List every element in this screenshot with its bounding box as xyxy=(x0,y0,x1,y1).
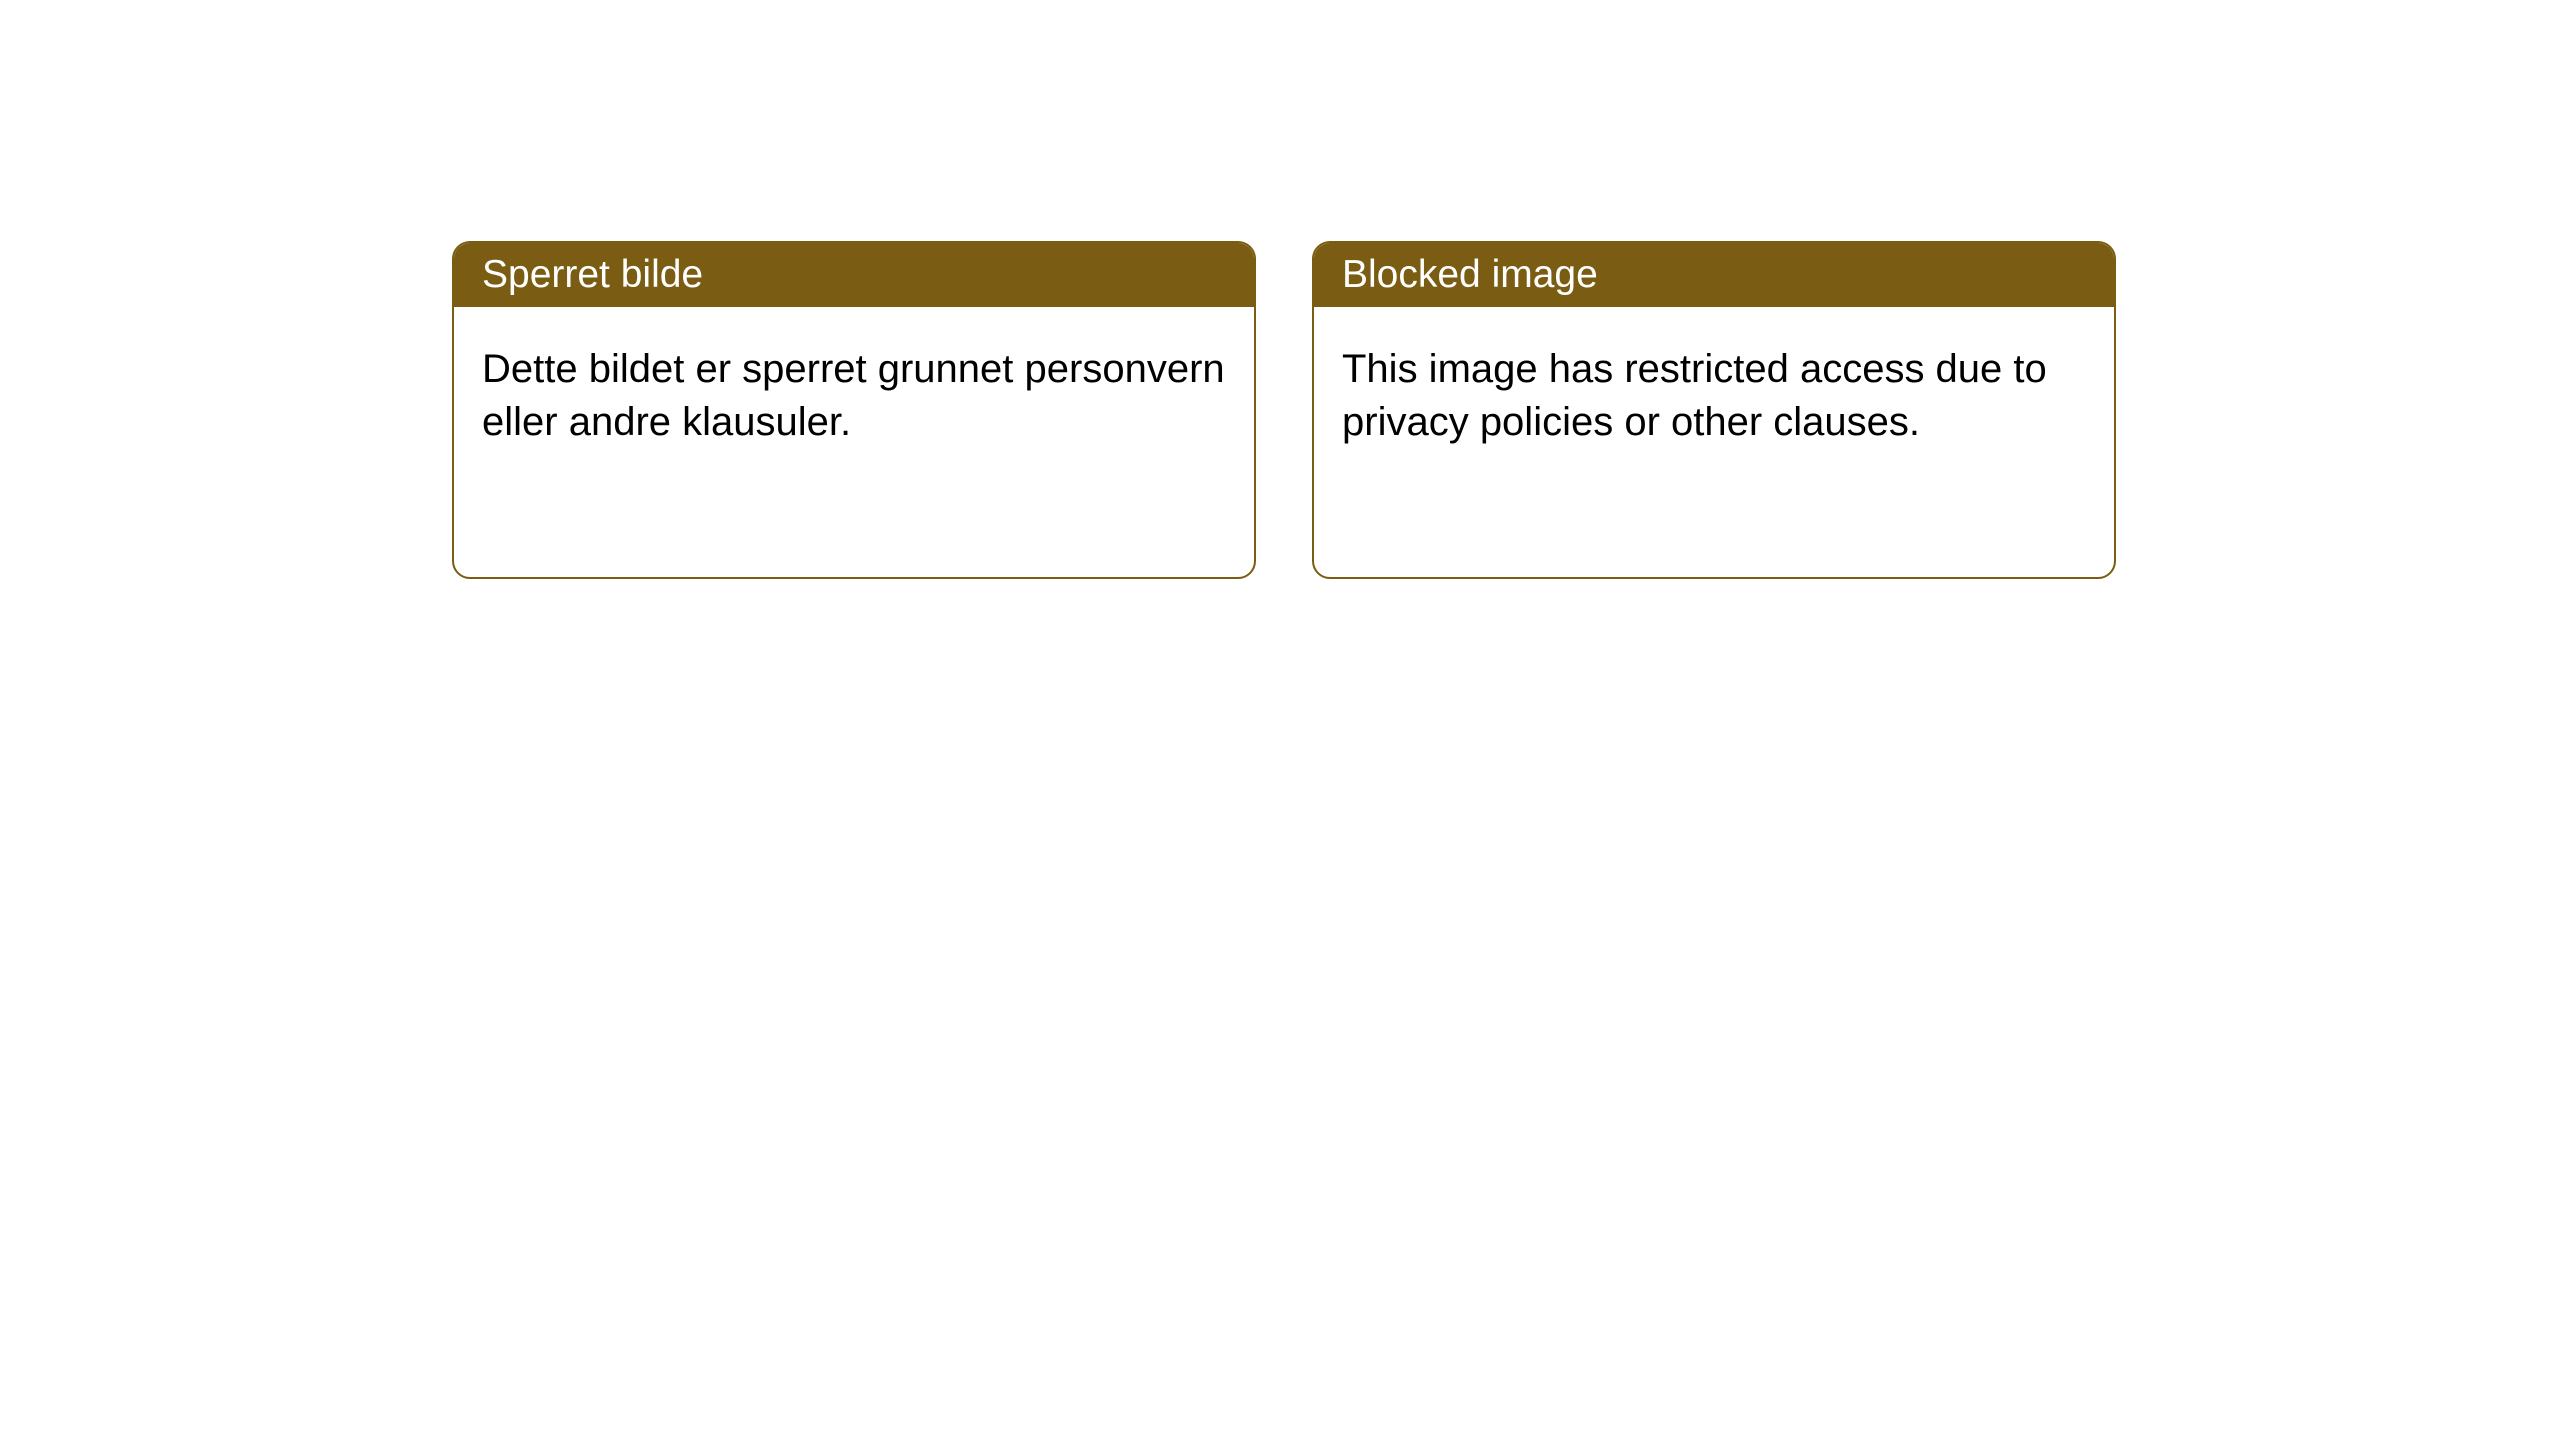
notice-box-en: Blocked image This image has restricted … xyxy=(1312,241,2116,579)
notice-body-en: This image has restricted access due to … xyxy=(1314,307,2114,485)
notice-header-no: Sperret bilde xyxy=(454,243,1254,307)
notice-body-no: Dette bildet er sperret grunnet personve… xyxy=(454,307,1254,485)
notice-title-no: Sperret bilde xyxy=(482,253,703,296)
notice-title-en: Blocked image xyxy=(1342,253,1598,296)
notice-message-no: Dette bildet er sperret grunnet personve… xyxy=(482,347,1225,444)
notice-header-en: Blocked image xyxy=(1314,243,2114,307)
notice-container: Sperret bilde Dette bildet er sperret gr… xyxy=(0,0,2560,579)
notice-message-en: This image has restricted access due to … xyxy=(1342,347,2047,444)
notice-box-no: Sperret bilde Dette bildet er sperret gr… xyxy=(452,241,1256,579)
